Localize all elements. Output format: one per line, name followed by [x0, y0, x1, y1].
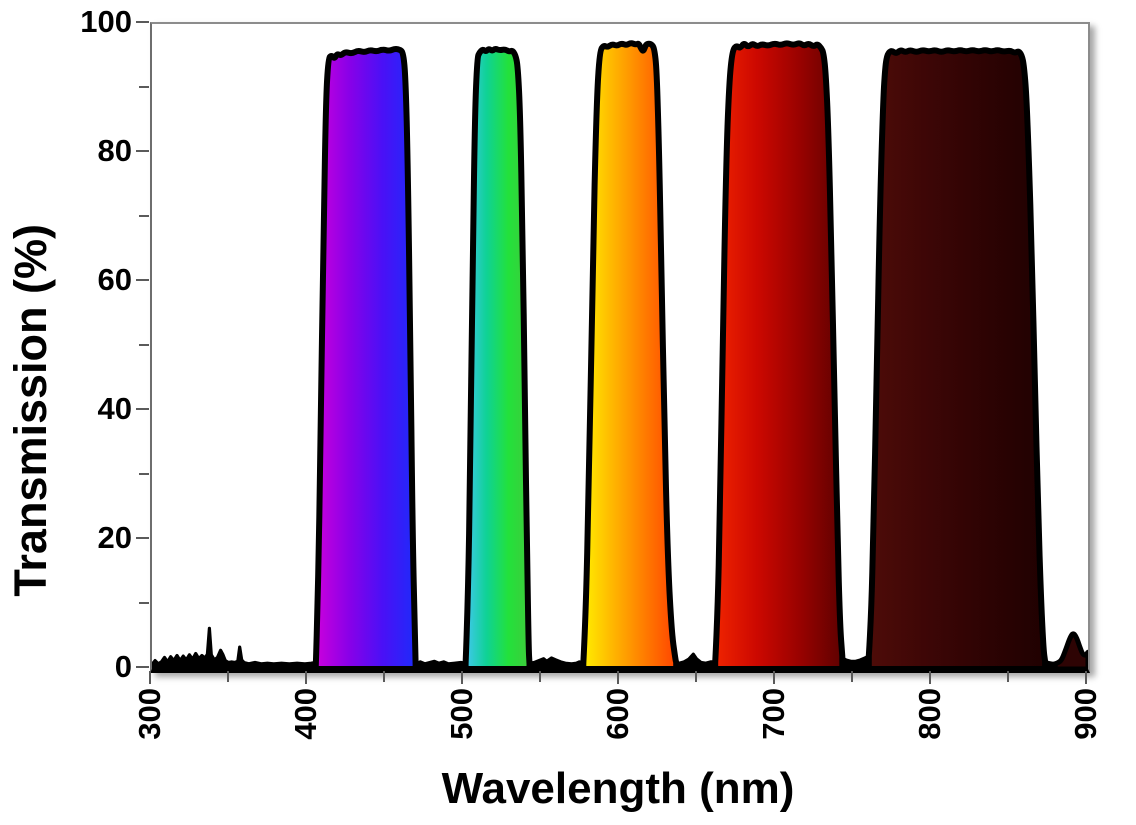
x-tick-label-text: 800 — [912, 688, 947, 740]
x-major-tick-mark — [929, 671, 931, 684]
x-tick-label: 400 — [286, 688, 326, 740]
x-tick-label-text: 700 — [756, 688, 791, 740]
y-major-tick-mark — [136, 150, 149, 152]
y-minor-tick-mark — [139, 214, 149, 217]
x-tick-label-text: 300 — [132, 688, 167, 740]
noise-floor-trace-1 — [414, 659, 468, 669]
plot-area — [150, 22, 1090, 673]
y-tick-label: 40 — [97, 391, 132, 426]
x-minor-tick-mark — [1007, 671, 1009, 682]
y-minor-tick-mark — [139, 601, 149, 604]
y-minor-tick-mark — [139, 343, 149, 346]
x-tick-label: 300 — [130, 688, 170, 740]
x-tick-label: 800 — [910, 688, 950, 740]
passband-2 — [462, 46, 533, 669]
x-tick-label: 900 — [1066, 688, 1106, 740]
chart-canvas — [152, 40, 1088, 669]
x-tick-label-text: 400 — [288, 688, 323, 740]
x-major-tick-mark — [617, 671, 619, 684]
y-tick-label: 0 — [114, 649, 132, 684]
x-axis-title: Wavelength (nm) — [150, 764, 1086, 814]
x-major-tick-mark — [149, 671, 151, 684]
passband-1 — [312, 45, 419, 669]
near-ir-leak-peak — [1052, 631, 1088, 669]
y-major-tick-mark — [136, 666, 149, 668]
y-major-tick-mark — [136, 279, 149, 281]
x-major-tick-mark — [461, 671, 463, 684]
x-minor-tick-mark — [695, 671, 697, 682]
x-major-tick-mark — [1085, 671, 1087, 684]
passband-5 — [865, 47, 1049, 669]
x-tick-label: 600 — [598, 688, 638, 740]
y-tick-label: 20 — [97, 520, 132, 555]
x-minor-tick-mark — [851, 671, 853, 682]
y-tick-label: 60 — [97, 262, 132, 297]
x-major-tick-mark — [305, 671, 307, 684]
noise-floor-trace-0 — [152, 626, 318, 669]
noise-floor-trace-3 — [674, 652, 717, 669]
x-axis-title-text: Wavelength (nm) — [441, 764, 795, 813]
x-tick-label-text: 500 — [444, 688, 479, 740]
x-tick-label-text: 600 — [600, 688, 635, 740]
y-major-tick-mark — [136, 21, 149, 23]
x-tick-label: 700 — [754, 688, 794, 740]
passband-4 — [712, 40, 846, 669]
y-minor-tick-mark — [139, 85, 149, 88]
y-major-tick-mark — [136, 537, 149, 539]
x-minor-tick-mark — [227, 671, 229, 682]
x-tick-label: 500 — [442, 688, 482, 740]
x-minor-tick-mark — [383, 671, 385, 682]
noise-floor-trace-2 — [527, 656, 585, 669]
x-tick-label-text: 900 — [1068, 688, 1103, 740]
x-minor-tick-mark — [539, 671, 541, 682]
y-major-tick-mark — [136, 408, 149, 410]
x-major-tick-mark — [773, 671, 775, 684]
y-minor-tick-mark — [139, 472, 149, 475]
passband-3 — [580, 40, 680, 669]
y-tick-label: 100 — [80, 4, 132, 39]
y-tick-label: 80 — [97, 133, 132, 168]
noise-floor-trace-4 — [839, 654, 871, 669]
